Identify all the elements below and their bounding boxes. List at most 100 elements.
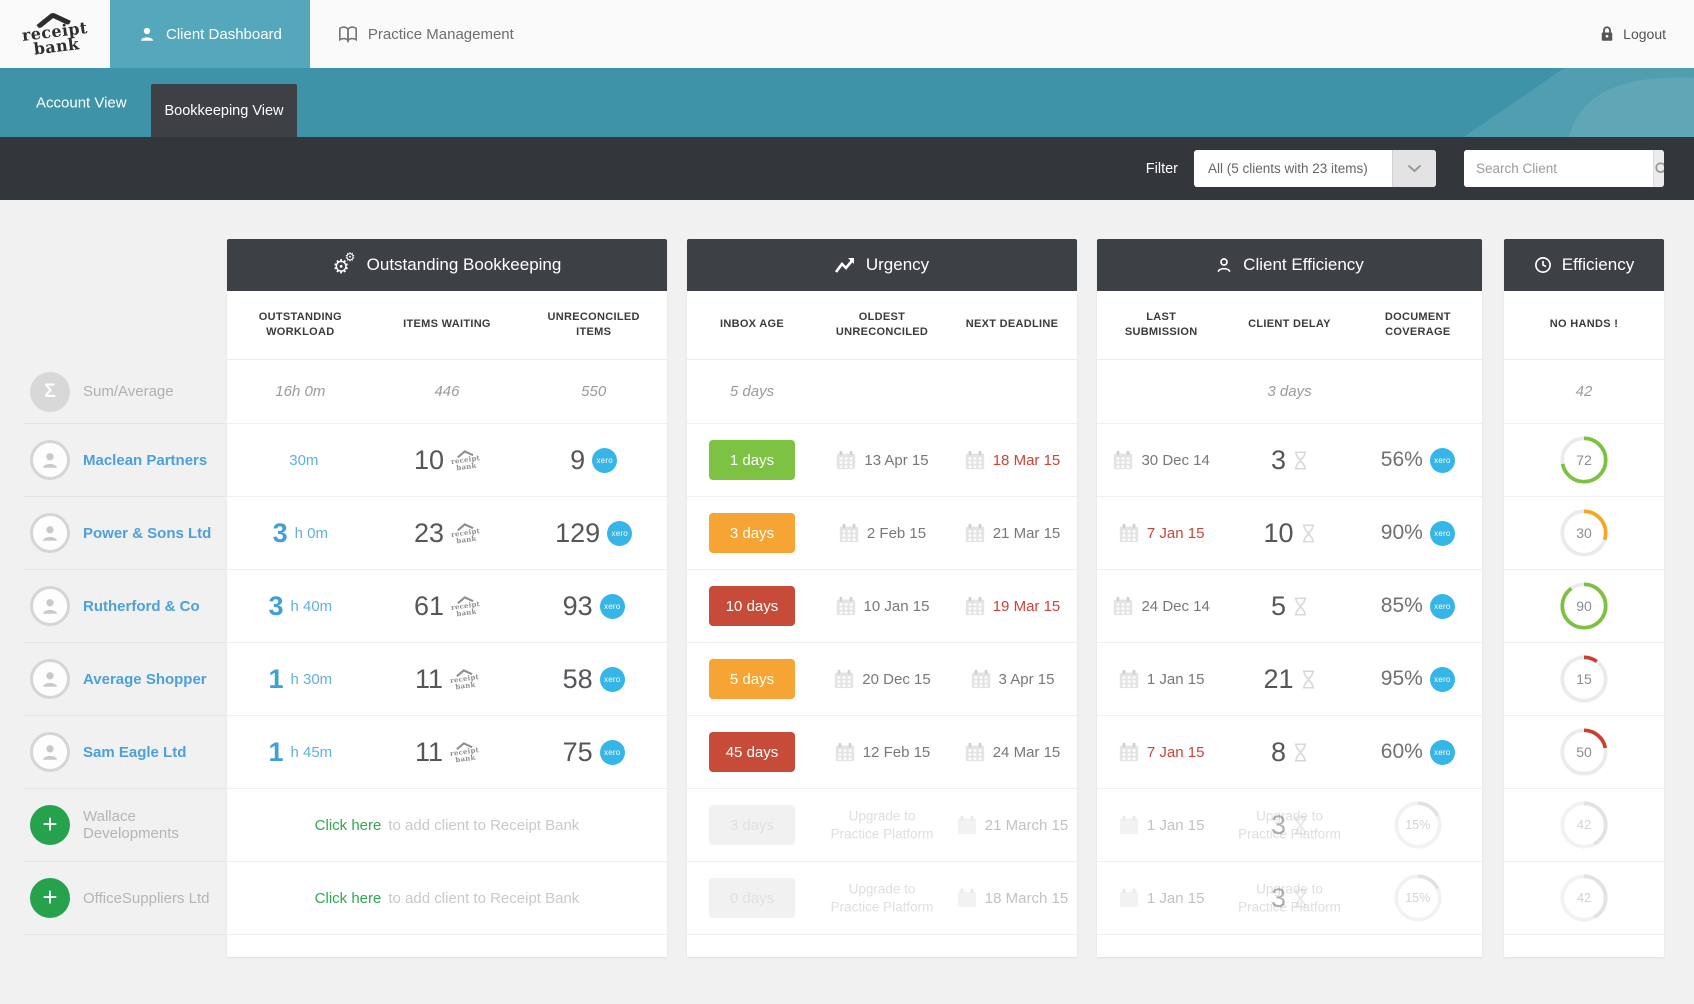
decorative-swoosh xyxy=(1464,68,1694,137)
xero-icon: xero xyxy=(1429,739,1455,765)
pending-client-name: OfficeSuppliers Ltd xyxy=(83,889,210,907)
client-name[interactable]: Maclean Partners xyxy=(83,451,208,469)
client-avatar xyxy=(30,440,70,480)
client-filter-dropdown[interactable]: All (5 clients with 23 items) xyxy=(1194,150,1436,187)
client-name[interactable]: Sam Eagle Ltd xyxy=(83,743,187,761)
client-list-item[interactable]: Maclean Partners xyxy=(23,424,225,497)
receipt-bank-logo[interactable]: receipt bank xyxy=(0,0,114,74)
last-submission-cell: 7 Jan 15 xyxy=(1097,716,1225,788)
client-name[interactable]: Rutherford & Co xyxy=(83,597,200,615)
client-list-item[interactable]: Rutherford & Co xyxy=(23,570,225,643)
no-hands-ring: 15 xyxy=(1560,655,1608,703)
calendar-icon xyxy=(835,669,854,689)
column-header: OUTSTANDING WORKLOAD xyxy=(258,310,342,338)
sum-inbox-age: 5 days xyxy=(729,383,775,400)
search-button[interactable] xyxy=(1653,150,1664,187)
upgrade-ghost-cell: Upgrade to Practice Platform xyxy=(830,881,934,914)
calendar-icon xyxy=(965,450,984,470)
inbox-age-badge: 45 days xyxy=(709,732,795,772)
add-client-button[interactable]: + xyxy=(30,878,70,918)
client-list-item[interactable]: Power & Sons Ltd xyxy=(23,497,225,570)
next-deadline-cell: 19 Mar 15 xyxy=(947,570,1077,642)
no-hands-ring: 90 xyxy=(1560,582,1608,630)
table-row: 5 days 20 Dec 15 3 Apr 15 xyxy=(687,643,1077,716)
last-submission-cell: 24 Dec 14 xyxy=(1097,570,1225,642)
logout-button[interactable]: Logout xyxy=(1599,0,1666,68)
add-client-cell: Click here to add client to Receipt Bank xyxy=(227,862,667,934)
document-coverage-cell: 56% xero xyxy=(1354,424,1482,496)
calendar-icon xyxy=(837,450,856,470)
receipt-bank-icon: receipt bank xyxy=(449,740,481,764)
client-avatar xyxy=(30,513,70,553)
summary-row: 3 days xyxy=(1097,360,1482,424)
column-header: UNRECONCILED ITEMS xyxy=(547,310,640,338)
calendar-icon xyxy=(1119,523,1139,543)
client-list-item[interactable]: Average Shopper xyxy=(23,643,225,716)
client-delay-cell: 3 xyxy=(1225,424,1353,496)
column-header: ITEMS WAITING xyxy=(403,318,491,331)
next-deadline-cell: 24 Mar 15 xyxy=(947,716,1077,788)
person-icon xyxy=(43,672,57,687)
tab-account-view[interactable]: Account View xyxy=(36,94,127,111)
tab-practice-management[interactable]: Practice Management xyxy=(310,0,542,68)
document-coverage-cell: 15% xyxy=(1354,862,1482,934)
pulse-icon xyxy=(834,257,854,273)
view-switcher-bar: Account View Bookkeeping View xyxy=(0,68,1694,137)
client-name[interactable]: Power & Sons Ltd xyxy=(83,524,212,542)
client-delay-cell: 8 xyxy=(1225,716,1353,788)
client-name[interactable]: Average Shopper xyxy=(83,670,207,688)
client-delay-cell: Upgrade to Practice Platform 3 xyxy=(1238,881,1341,914)
pending-client-item[interactable]: + Wallace Developments xyxy=(23,789,225,862)
column-headers: NO HANDS ! xyxy=(1504,291,1664,360)
client-list-item[interactable]: Sam Eagle Ltd xyxy=(23,716,225,789)
document-coverage-cell: 85% xero xyxy=(1354,570,1482,642)
items-waiting-cell: 23 receipt bank xyxy=(413,517,481,548)
last-submission-cell: 1 Jan 15 xyxy=(1097,643,1225,715)
no-hands-ring: 42 xyxy=(1560,874,1608,922)
sum-items-waiting: 446 xyxy=(434,383,460,400)
outstanding-bookkeeping-panel: ⚙ ⚙ Outstanding Bookkeeping OUTSTANDING … xyxy=(227,239,667,957)
top-navigation-bar: receipt bank Client Dashboard Practice M… xyxy=(0,0,1694,68)
add-client-text: to add client to Receipt Bank xyxy=(388,816,580,834)
next-deadline-cell: 18 Mar 15 xyxy=(947,424,1077,496)
document-coverage-cell: 90% xero xyxy=(1354,497,1482,569)
client-efficiency-panel: Client Efficiency LAST SUBMISSION CLIENT… xyxy=(1097,239,1482,957)
add-client-link[interactable]: Click here xyxy=(314,889,382,907)
receipt-bank-icon: receipt bank xyxy=(450,594,482,618)
tab-account-view-label: Account View xyxy=(36,94,127,111)
calendar-icon xyxy=(965,742,984,762)
column-headers: LAST SUBMISSION CLIENT DELAY DOCUMENT CO… xyxy=(1097,291,1482,360)
sum-no-hands: 42 xyxy=(1575,383,1593,400)
add-client-cell: Click here to add client to Receipt Bank xyxy=(227,789,667,861)
pending-client-item[interactable]: + OfficeSuppliers Ltd xyxy=(23,862,225,935)
xero-icon: xero xyxy=(599,739,625,765)
add-client-link[interactable]: Click here xyxy=(314,816,382,834)
next-deadline-cell: 21 March 15 xyxy=(947,789,1077,861)
column-header: OLDEST UNRECONCILED xyxy=(835,310,929,338)
tab-client-dashboard[interactable]: Client Dashboard xyxy=(110,0,310,68)
calendar-icon xyxy=(971,669,990,689)
person-icon xyxy=(43,745,57,760)
logo-roof-icon xyxy=(36,12,71,29)
lock-icon xyxy=(1601,26,1613,41)
summary-label: Sum/Average xyxy=(83,383,174,400)
search-input[interactable] xyxy=(1464,150,1653,187)
xero-icon: xero xyxy=(1429,520,1455,546)
upgrade-ghost-cell: Upgrade to Practice Platform xyxy=(830,808,934,841)
receipt-bank-icon: receipt bank xyxy=(450,448,482,472)
client-delay-cell: Upgrade to Practice Platform 3 xyxy=(1238,808,1341,841)
panel-header: ⚙ ⚙ Outstanding Bookkeeping xyxy=(227,239,667,291)
panel-title: Efficiency xyxy=(1561,255,1635,274)
xero-icon: xero xyxy=(1429,593,1455,619)
hourglass-icon xyxy=(1294,742,1307,762)
dropdown-toggle-button[interactable] xyxy=(1392,150,1436,187)
calendar-icon xyxy=(1119,888,1139,908)
add-client-text: to add client to Receipt Bank xyxy=(388,889,580,907)
inbox-age-badge: 1 days xyxy=(709,440,795,480)
tab-bookkeeping-view[interactable]: Bookkeeping View xyxy=(151,84,297,137)
add-client-button[interactable]: + xyxy=(30,805,70,845)
panel-header: Client Efficiency xyxy=(1097,239,1482,291)
column-header: CLIENT DELAY xyxy=(1248,318,1331,331)
